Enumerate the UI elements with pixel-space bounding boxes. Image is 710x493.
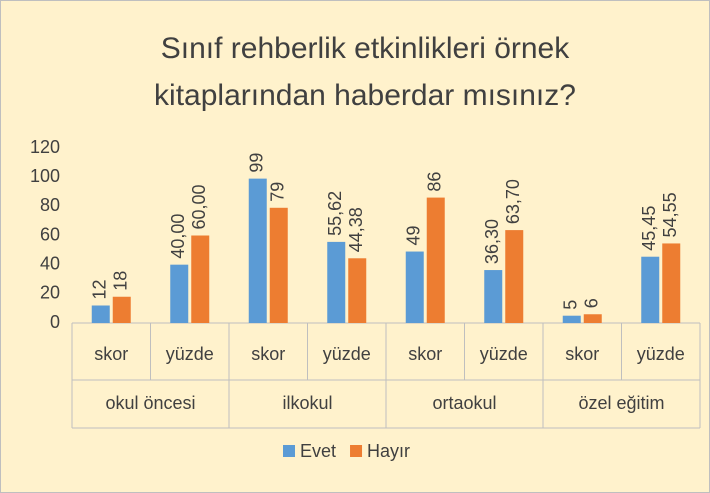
group-label: ortaokul [432,393,496,413]
chart-title: Sınıf rehberlik etkinlikleri örnek [161,32,571,65]
bar [662,243,681,323]
y-tick-label: 120 [30,137,60,157]
bar [583,314,602,323]
x-tick-label: skor [565,344,599,364]
legend-swatch [350,445,363,457]
data-label: 44,38 [346,207,366,252]
y-tick-label: 60 [40,224,60,244]
y-tick-label: 0 [50,312,60,332]
bar [112,296,131,323]
bar [348,258,367,323]
bar [641,256,660,323]
x-tick-label: yüzde [480,344,528,364]
data-label: 49 [404,226,424,246]
data-label: 45,45 [639,206,659,251]
x-tick-label: yüzde [323,344,371,364]
data-label: 5 [561,300,581,310]
data-label: 6 [582,298,602,308]
data-label: 36,30 [482,219,502,264]
bar [327,241,346,323]
x-tick-label: yüzde [166,344,214,364]
data-label: 40,00 [168,214,188,259]
legend-label: Hayır [367,441,410,461]
x-tick-label: skor [408,344,442,364]
x-tick-label: yüzde [637,344,685,364]
data-label: 63,70 [503,179,523,224]
bar [191,235,210,323]
x-tick-label: skor [94,344,128,364]
legend-swatch [283,445,295,457]
group-label: ilkokul [282,393,332,413]
data-label: 60,00 [189,184,209,229]
chart-title: kitaplarından haberdar mısınız? [154,79,576,112]
bar [505,230,524,323]
group-label: özel eğitim [578,393,664,413]
data-label: 54,55 [660,192,680,237]
data-label: 99 [247,153,267,173]
y-tick-label: 40 [40,253,60,273]
y-tick-label: 20 [40,283,60,303]
bar [170,264,189,323]
bar [484,270,503,323]
x-tick-label: skor [251,344,285,364]
y-tick-label: 100 [30,166,60,186]
bar [248,178,267,323]
group-label: okul öncesi [105,393,195,413]
bar [426,197,445,323]
bar [269,207,288,323]
data-label: 12 [90,279,110,299]
bar [562,315,581,323]
bar [405,251,424,323]
data-label: 55,62 [325,191,345,236]
bar [91,305,110,323]
data-label: 79 [268,182,288,202]
y-tick-label: 80 [40,195,60,215]
legend-label: Evet [300,441,336,461]
data-label: 86 [425,172,445,192]
data-label: 18 [111,271,131,291]
